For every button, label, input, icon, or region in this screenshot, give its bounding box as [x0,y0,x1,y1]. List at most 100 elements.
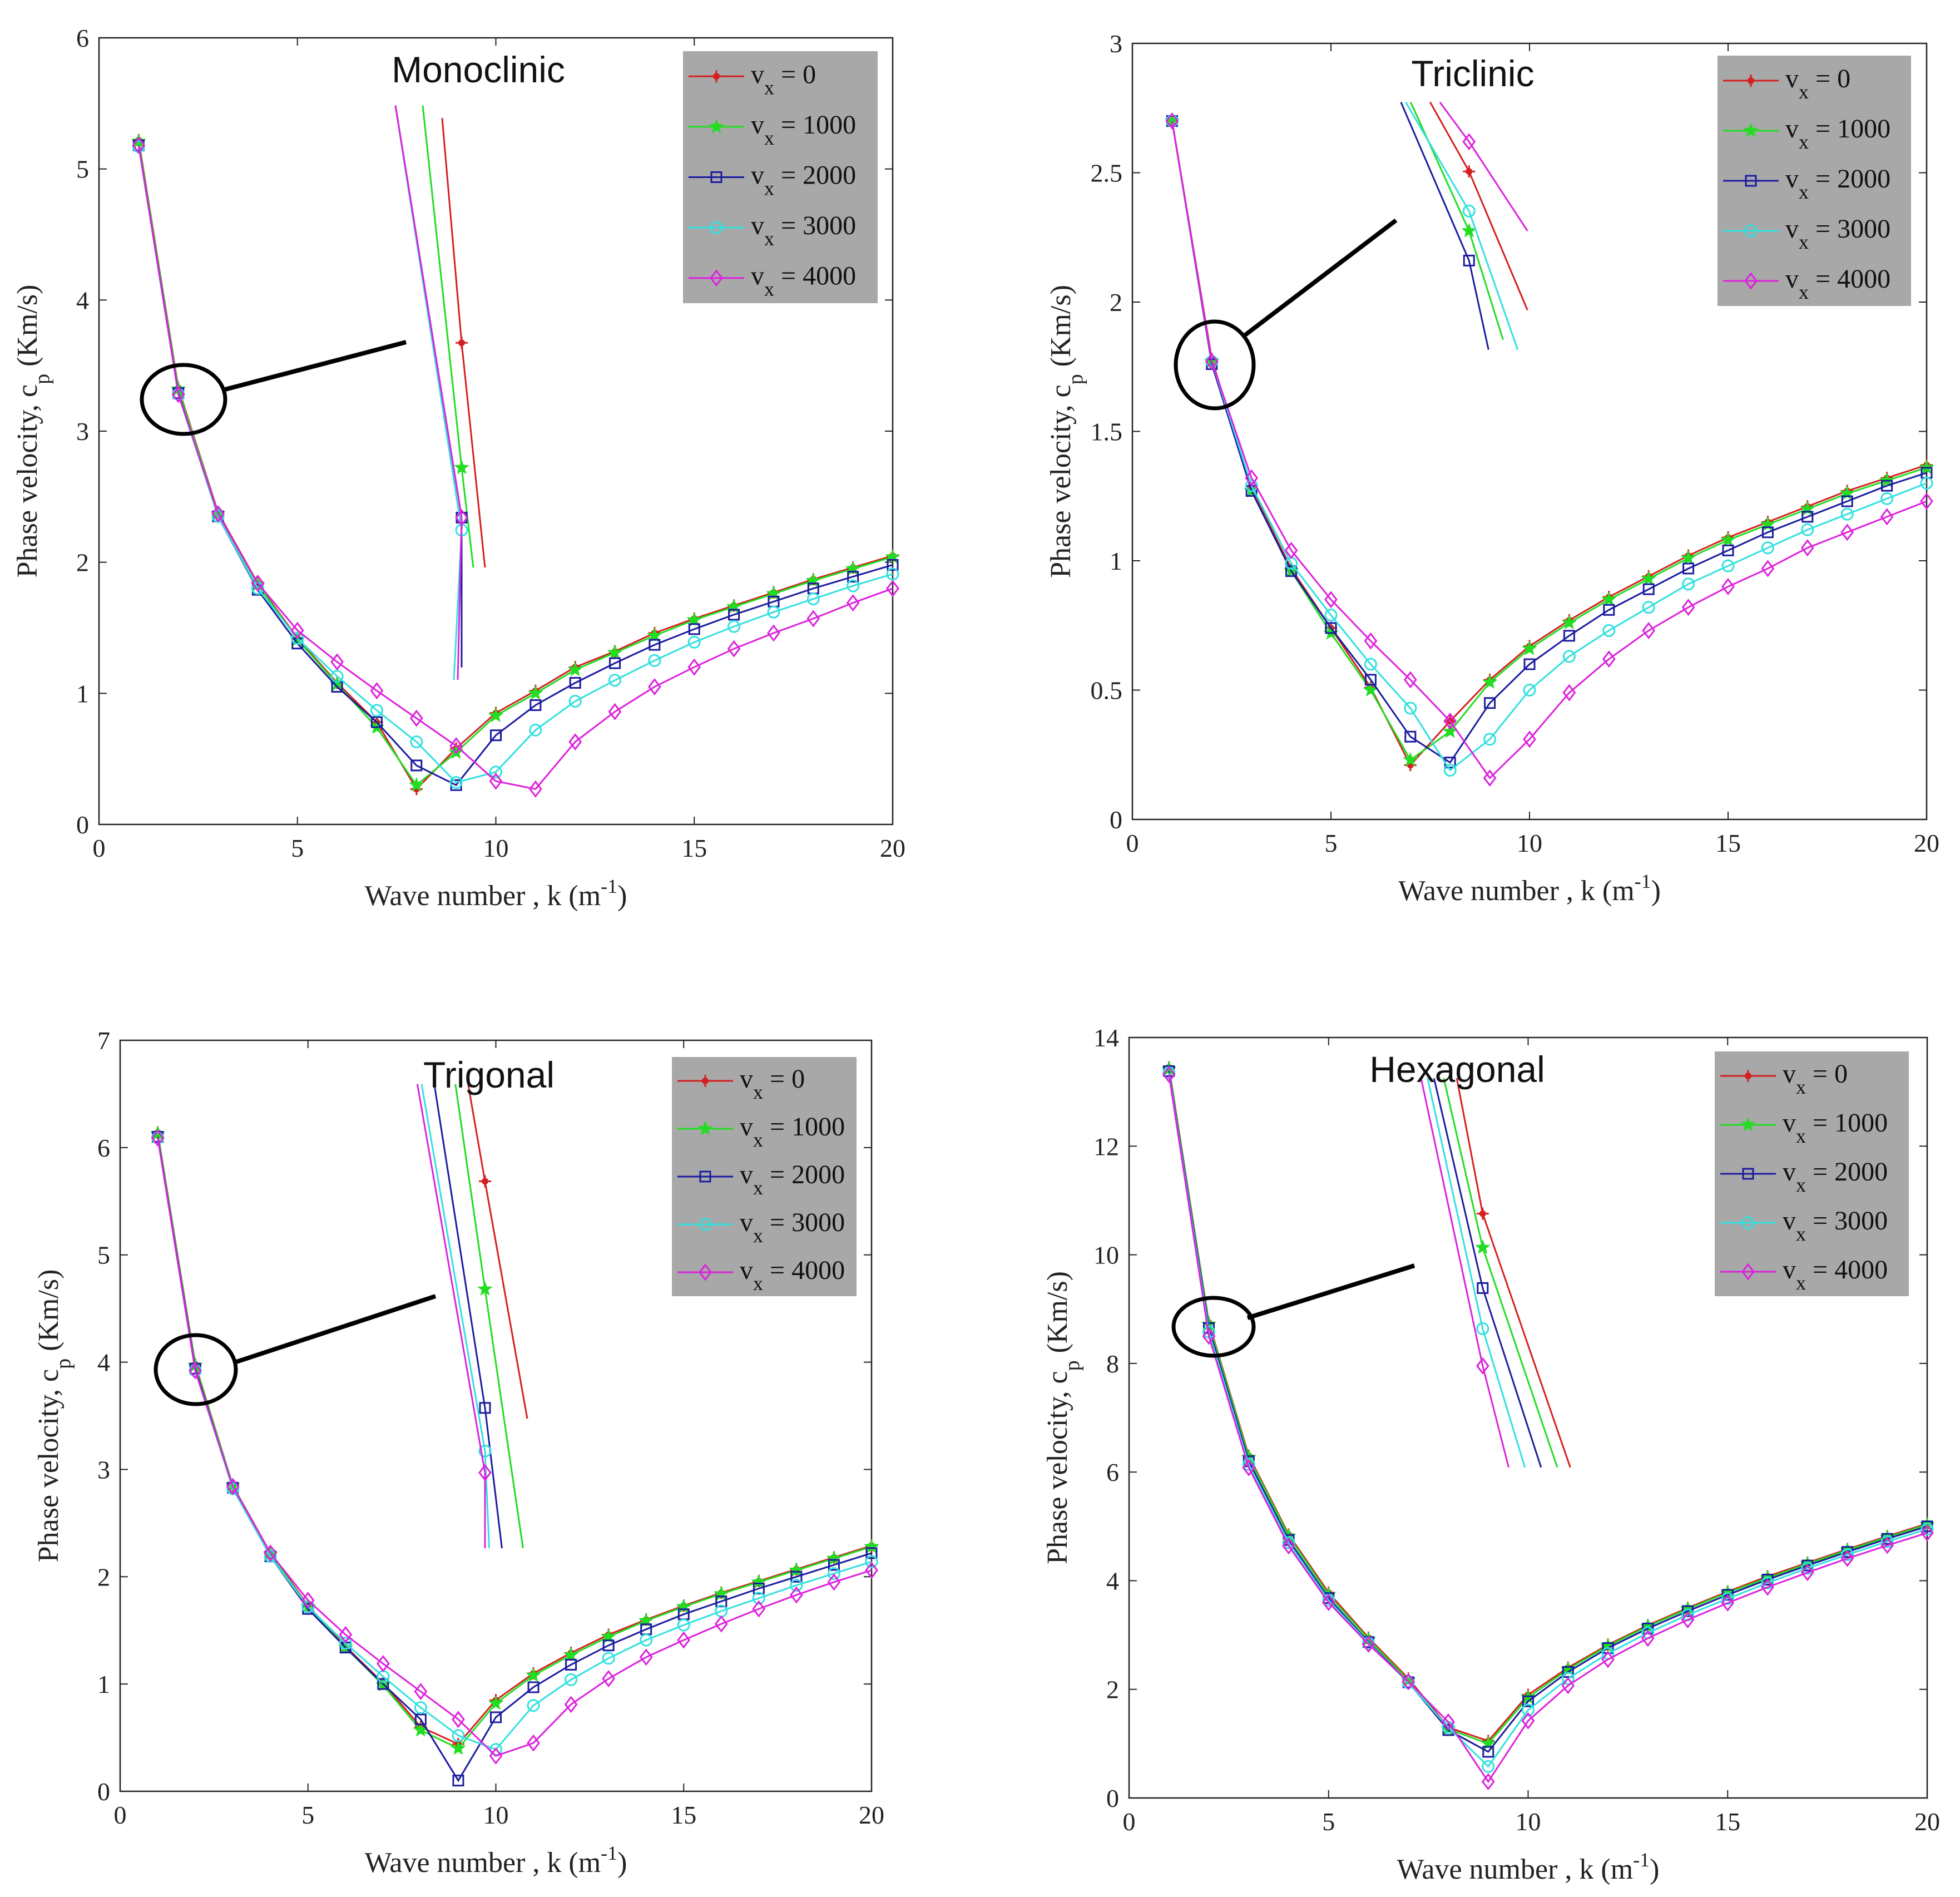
y-tick-label: 7 [97,1026,110,1055]
series-vx-0-line [1171,121,1927,767]
series-vx-2000-point [1682,562,1695,575]
series-vx-3000-point [1801,523,1814,536]
legend-label-sub: x [1799,131,1809,153]
y-axis-label-text: Phase velocity, c [33,1369,65,1563]
series-vx-4000-point [1562,684,1576,702]
legend-label-v: v [1785,164,1799,194]
series-vx-2000-point [1603,604,1615,616]
y-axis-label-sub: p [1061,1360,1084,1371]
series-vx-3000-point [847,579,860,592]
series-vx-4000-point [1800,1564,1814,1582]
series-vx-1000-point [864,1538,879,1553]
legend-entry-2: vx = 2000 [1723,164,1890,203]
inset-series-vx-2000 [1433,1078,1542,1468]
series-vx-4000-point [608,703,622,720]
y-axis-label-end: (Km/s) [1042,1271,1073,1360]
series-vx-2000-line [137,145,893,787]
series-vx-3000-point [1761,541,1774,555]
legend-label-sub: x [764,76,774,98]
series-vx-3000-point [767,605,780,619]
series-vx-2000-point [753,1583,765,1594]
legend-label-v: v [1785,214,1799,244]
series-vx-4000-line [1168,1074,1928,1784]
y-tick-label: 1 [76,679,89,708]
legend-label-value: = 3000 [763,1208,845,1237]
series-vx-4000-point [1840,523,1854,541]
y-axis-label: Phase velocity, cp (Km/s) [1042,1271,1084,1564]
legend-label-v: v [751,60,764,89]
y-axis-label-text: Phase velocity, c [12,384,43,578]
legend-marker [1742,1168,1754,1180]
inset-series-vx-3000 [1405,101,1519,350]
series-vx-4000-point [376,1655,390,1672]
series-vx-4000-point [1324,591,1338,609]
series-vx-4000-point [1681,599,1695,616]
legend-label-v: v [751,161,764,190]
legend-label-value: = 4000 [1806,1255,1888,1285]
y-axis-label: Phase velocity, cp (Km/s) [33,1269,75,1563]
legend-label: vx = 4000 [751,261,856,300]
legend-label-value: = 0 [763,1064,805,1094]
inset-series-vx-1000-point [454,460,469,475]
legend-entry-4: vx = 4000 [1720,1255,1888,1294]
series-vx-4000-point [251,574,265,592]
legend-label-sub: x [753,1224,763,1247]
legend-label-sub: x [753,1177,763,1199]
series-vx-4000-point [489,772,503,790]
y-axis-label: Phase velocity, cp (Km/s) [12,285,54,578]
legend-label: vx = 1000 [1783,1108,1888,1147]
series-vx-2000-point [529,699,542,712]
legend-label-value: = 1000 [1809,114,1890,144]
y-tick-label: 6 [76,24,89,52]
series-vx-2000-point [1484,697,1496,709]
series-vx-3000-point [330,670,344,683]
series-vx-3000-point [452,1729,465,1742]
inset-series-vx-2000-point [1463,254,1475,266]
chart-panel-monoclinic: 0 5 10 15 20 0 1 2 3 4 5 6 Wave number , k (m-1) Phas… [12,24,905,912]
series-vx-3000-point [1245,479,1258,492]
chart-title: Hexagonal [1369,1049,1545,1090]
legend-label-v: v [740,1112,753,1142]
series-vx-4000-point [1242,1459,1256,1476]
legend-label: vx = 4000 [1783,1255,1888,1294]
series-vx-3000-point [1801,1562,1814,1575]
series-vx-0-line [1168,1067,1928,1742]
series-vx-3000-point [608,674,622,687]
legend-label-sub: x [764,177,774,200]
series-vx-2000-point [452,1775,464,1787]
inset-series-vx-4000-point [1476,1357,1489,1375]
series-vx-4000-point [648,678,661,696]
zoom-circle [140,363,227,436]
legend-marker [699,1218,712,1231]
legend-label-v: v [1785,114,1799,144]
x-tick-label: 5 [1322,1807,1335,1836]
legend-entry-3: vx = 3000 [1720,1206,1888,1245]
legend-label: vx = 4000 [1785,264,1890,303]
series-vx-1000-point [1680,550,1696,565]
x-tick-label: 20 [859,1801,884,1829]
x-axis-label: Wave number , k (m-1) [364,1842,627,1879]
legend-label: vx = 3000 [1785,214,1890,253]
series-vx-4000-point [527,1734,540,1752]
series-vx-4000-point [1800,539,1814,557]
inset-series-vx-0-point [479,1175,491,1188]
series-vx-2000-point [1325,622,1337,634]
series-vx-3000 [151,1132,878,1756]
series-vx-4000-point [414,1683,428,1701]
legend-label-sub: x [1796,1174,1806,1196]
series-vx-4000-point [1481,1773,1495,1791]
inset-series-vx-0-point [1463,165,1476,178]
inset-series-vx-4000-point [455,508,468,526]
series-vx-2000-point [847,571,859,583]
legend-label: vx = 0 [1785,64,1850,103]
legend-label: vx = 3000 [751,211,856,250]
series-vx-2000-point [1761,526,1774,539]
series-vx-2000-point [828,1559,840,1571]
legend-entry-0: vx = 0 [689,60,816,98]
series-vx-4000-point [449,737,463,755]
x-axis-label-sup: -1 [601,875,617,897]
zoom-inset [416,1084,528,1549]
y-axis-label-end: (Km/s) [12,285,43,374]
series-vx-4000-point [1721,1594,1735,1612]
